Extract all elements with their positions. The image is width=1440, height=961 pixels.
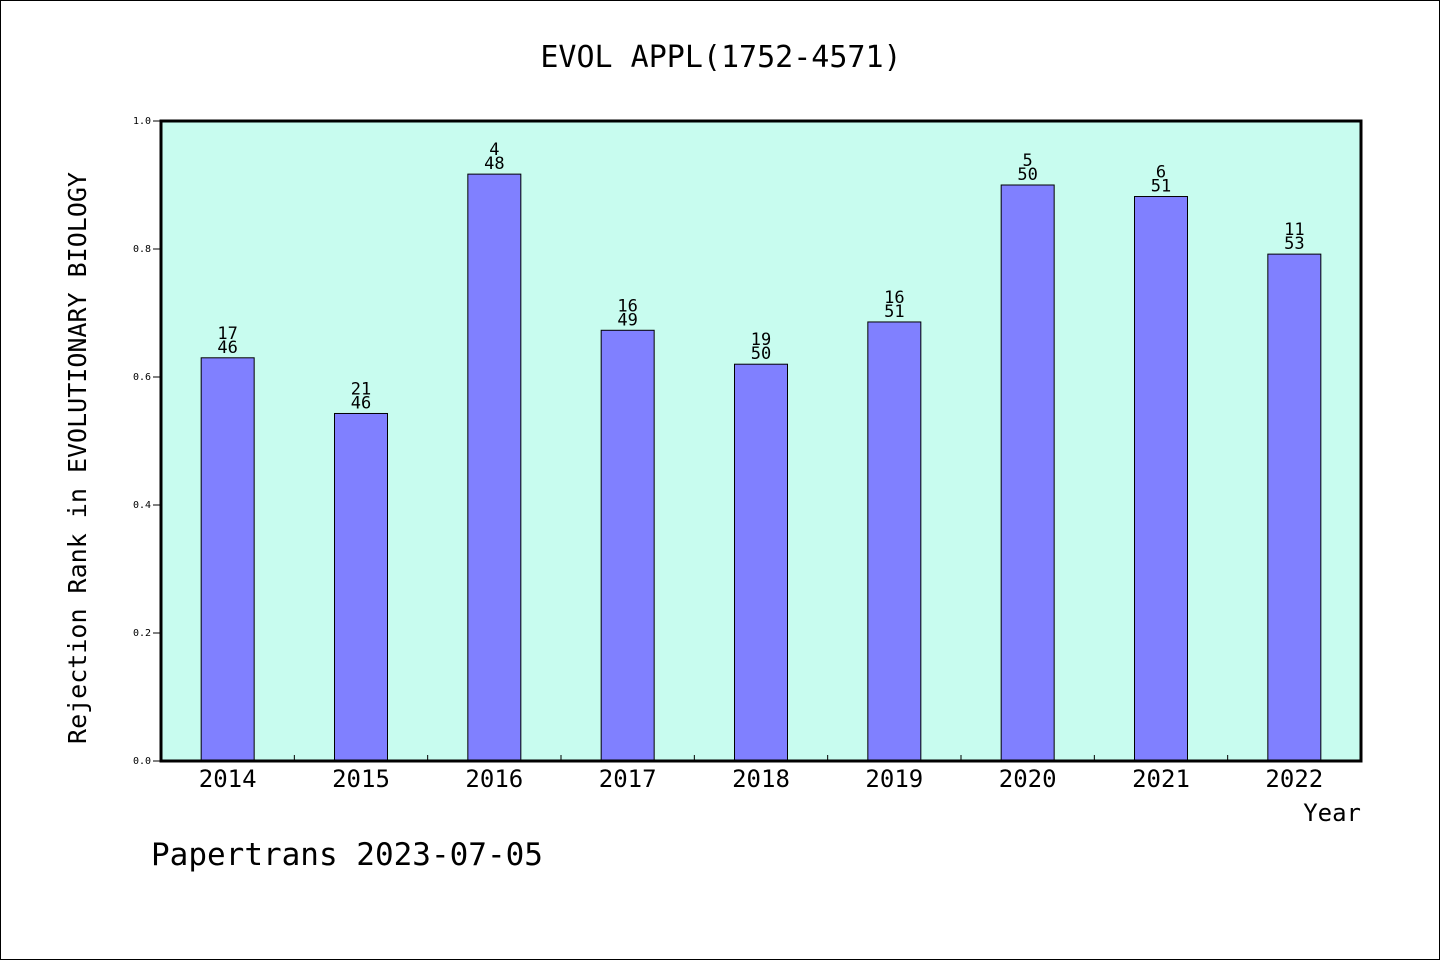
y-tick-label: 0.2 — [133, 628, 151, 639]
bars-layer — [200, 173, 1322, 762]
x-tick-label: 2021 — [1132, 765, 1190, 793]
bar-rank-label: 19 — [751, 330, 771, 350]
bar-total-label: 51 — [1151, 177, 1171, 197]
y-axis: 0.0 0.2 0.4 0.6 0.8 1.0 — [133, 116, 161, 767]
x-tick-label: 2018 — [732, 765, 790, 793]
footer-text: Papertrans 2023-07-05 — [151, 837, 543, 873]
bar-2018 — [734, 363, 788, 762]
bar-rank-label: 5 — [1023, 151, 1033, 171]
bar-rank-label: 4 — [489, 140, 499, 160]
y-tick-label: 0.8 — [133, 244, 151, 255]
bar-rank-label: 16 — [617, 296, 637, 316]
bar-total-label: 50 — [751, 344, 771, 364]
x-tick-label: 2017 — [599, 765, 657, 793]
bar-2017 — [600, 329, 655, 762]
bar-2014 — [200, 357, 255, 762]
bar-rank-label: 17 — [217, 324, 237, 344]
bar-total-label: 48 — [484, 154, 504, 174]
bar-rank-label: 6 — [1156, 163, 1166, 183]
x-tick-label: 2015 — [332, 765, 390, 793]
bar-total-label: 46 — [351, 393, 371, 413]
bar-total-label: 46 — [217, 338, 237, 358]
bar-2015 — [334, 412, 388, 762]
bar-rank-label: 21 — [351, 379, 371, 399]
bar-2016 — [467, 173, 522, 762]
bar-2022 — [1267, 253, 1322, 762]
y-tick-label: 0.6 — [133, 372, 151, 383]
x-tick-label: 2022 — [1265, 765, 1323, 793]
bar-total-label: 51 — [884, 302, 904, 322]
bar-total-label: 53 — [1284, 234, 1304, 254]
bar-2021 — [1134, 196, 1188, 762]
y-tick-label: 0.0 — [133, 756, 151, 767]
x-tick-label: 2014 — [199, 765, 257, 793]
bar-total-label: 50 — [1017, 165, 1037, 185]
y-tick-label: 0.4 — [133, 500, 151, 511]
y-axis-label: Rejection Rank in EVOLUTIONARY BIOLOGY — [63, 172, 92, 744]
y-tick-label: 1.0 — [133, 116, 151, 127]
x-axis-label: Year — [1303, 799, 1361, 827]
bar-total-label: 49 — [617, 310, 637, 330]
x-tick-label: 2016 — [465, 765, 523, 793]
x-tick-label: 2019 — [865, 765, 923, 793]
bar-2020 — [1000, 184, 1055, 762]
bar-rank-label: 16 — [884, 288, 904, 308]
x-tick-label: 2020 — [999, 765, 1057, 793]
chart-title: EVOL APPL(1752-4571) — [540, 40, 901, 75]
x-axis: 2014 2015 2016 2017 2018 2019 2020 2021 2022 — [199, 755, 1323, 793]
plot-frame — [159, 119, 1363, 763]
bar-2019 — [867, 321, 922, 762]
bar-rank-label: 11 — [1284, 220, 1304, 240]
